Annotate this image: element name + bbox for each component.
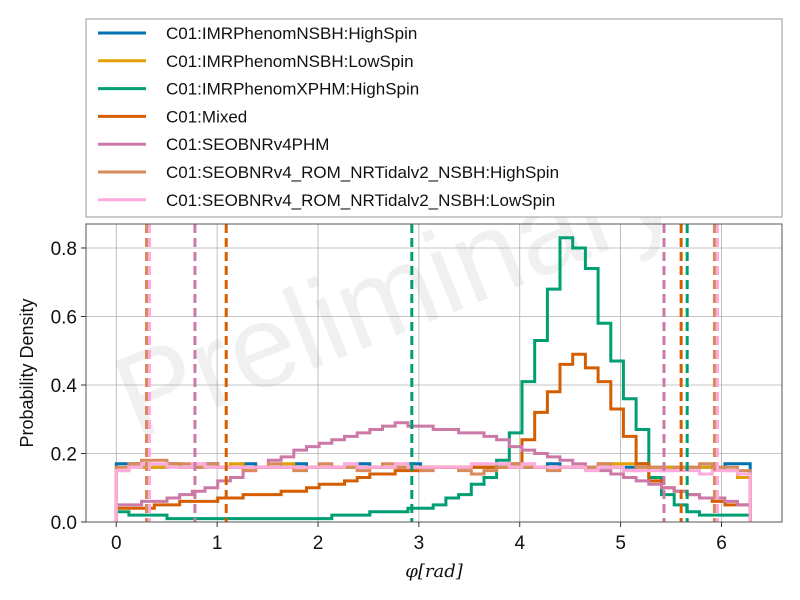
series-line-5 (114, 421, 752, 522)
legend-label: C01:IMRPhenomNSBH:LowSpin (166, 52, 414, 71)
legend-entries: C01:IMRPhenomNSBH:HighSpin C01:IMRPhenomN… (98, 24, 559, 210)
legend-label: C01:SEOBNRv4_ROM_NRTidalv2_NSBH:LowSpin (166, 191, 555, 210)
legend-entry: C01:SEOBNRv4PHM (98, 135, 329, 154)
legend-entry: C01:Mixed (98, 107, 247, 126)
y-tick-label: 0.8 (51, 239, 77, 260)
legend-label: C01:IMRPhenomXPHM:HighSpin (166, 80, 419, 99)
x-tick-label: 6 (716, 533, 727, 554)
x-tick-label: 1 (212, 533, 223, 554)
x-tick-label: 4 (514, 533, 525, 554)
legend-entry: C01:IMRPhenomNSBH:LowSpin (98, 52, 414, 71)
series-line-2 (114, 462, 752, 522)
legend-label: C01:SEOBNRv4PHM (166, 135, 329, 154)
legend-entry: C01:SEOBNRv4_ROM_NRTidalv2_NSBH:LowSpin (98, 191, 555, 210)
plot-area: 0 1 2 3 4 5 6 0.0 0.2 0.4 0.6 0.8 (51, 223, 783, 554)
y-ticks: 0.0 0.2 0.4 0.6 0.8 (51, 239, 86, 534)
plot-frame (85, 223, 783, 523)
y-axis-label: Probability Density (17, 298, 37, 447)
y-tick-label: 0.6 (51, 307, 77, 328)
series-line-1 (114, 462, 752, 522)
x-tick-label: 3 (414, 533, 425, 554)
x-ticks: 0 1 2 3 4 5 6 (111, 522, 727, 554)
legend-label: C01:Mixed (166, 107, 247, 126)
legend-entry: C01:IMRPhenomXPHM:HighSpin (98, 80, 419, 99)
x-axis-label: φ[rad] (405, 561, 463, 582)
legend-label: C01:IMRPhenomNSBH:HighSpin (166, 24, 417, 43)
series-layer (114, 236, 752, 522)
legend: C01:IMRPhenomNSBH:HighSpin C01:IMRPhenomN… (85, 18, 783, 218)
x-tick-label: 5 (615, 533, 626, 554)
y-tick-label: 0.0 (51, 513, 77, 534)
x-tick-label: 0 (111, 533, 122, 554)
legend-entry: C01:IMRPhenomNSBH:HighSpin (98, 24, 417, 43)
legend-label: C01:SEOBNRv4_ROM_NRTidalv2_NSBH:HighSpin (166, 163, 559, 182)
y-tick-label: 0.2 (51, 444, 77, 465)
legend-entry: C01:SEOBNRv4_ROM_NRTidalv2_NSBH:HighSpin (98, 163, 559, 182)
y-tick-label: 0.4 (51, 376, 78, 397)
credible-interval-layer (145, 224, 719, 522)
series-line-7 (114, 462, 752, 522)
x-tick-label: 2 (313, 533, 324, 554)
legend-frame (85, 18, 783, 218)
